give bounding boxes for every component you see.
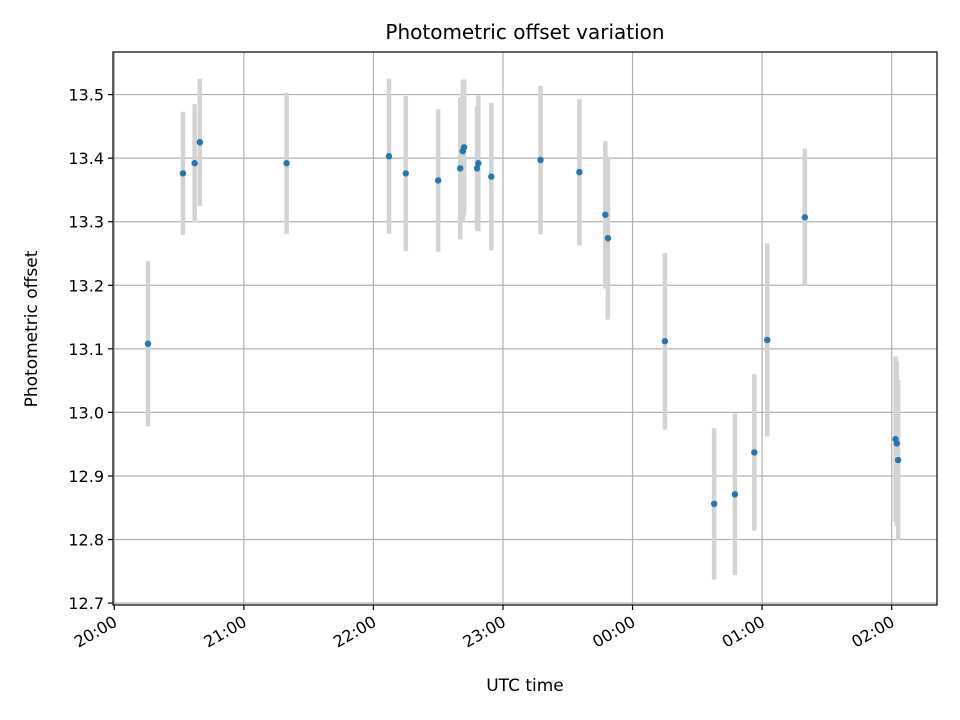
- plot-frame: [112, 51, 938, 606]
- data-point: [764, 336, 771, 344]
- data-point: [801, 214, 809, 221]
- chart-title: Photometric offset variation: [385, 20, 664, 44]
- data-point: [731, 491, 739, 498]
- data-point: [473, 165, 481, 172]
- data-points: [144, 139, 902, 508]
- data-point: [893, 440, 901, 447]
- y-tick-label: 13.2: [68, 276, 104, 295]
- data-point: [179, 170, 187, 177]
- data-point: [434, 177, 442, 184]
- data-point: [576, 168, 583, 176]
- data-point: [191, 160, 198, 167]
- data-point: [196, 139, 204, 146]
- data-point: [488, 173, 495, 180]
- data-point: [385, 153, 393, 160]
- data-point: [537, 156, 544, 164]
- y-tick-label: 13.4: [68, 149, 104, 168]
- y-tick-label: 12.8: [68, 531, 104, 550]
- grid: [113, 52, 937, 605]
- data-point: [144, 340, 152, 347]
- y-tick-label: 13.0: [68, 403, 104, 422]
- y-tick-label: 12.9: [68, 467, 104, 486]
- y-tick-label: 13.1: [68, 340, 104, 359]
- y-tick-label: 13.3: [68, 213, 104, 232]
- data-point: [457, 165, 464, 172]
- data-point: [661, 338, 669, 345]
- data-point: [475, 160, 482, 167]
- data-point: [604, 235, 612, 242]
- data-point: [710, 500, 718, 508]
- y-tick-label: 13.5: [68, 86, 104, 105]
- data-point: [894, 456, 902, 464]
- y-axis: 12.7 12.8 12.9 13.0 13.1 13.2 13.3 13.4 13.5: [68, 86, 113, 613]
- data-point: [283, 160, 290, 167]
- data-point: [751, 449, 758, 456]
- y-axis-label: Photometric offset: [22, 250, 42, 407]
- data-point: [460, 144, 468, 151]
- data-point: [402, 170, 410, 177]
- x-axis-label: UTC time: [486, 676, 564, 696]
- data-point: [602, 211, 609, 218]
- y-tick-label: 12.7: [68, 594, 104, 613]
